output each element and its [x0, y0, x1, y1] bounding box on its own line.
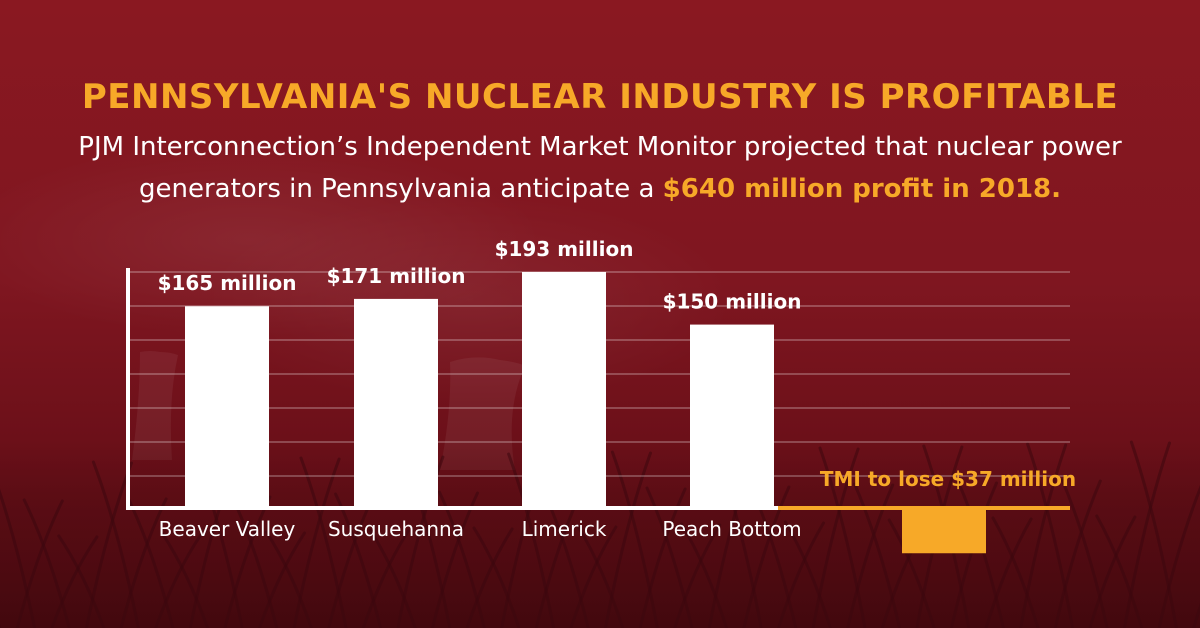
- corn-leaf: [368, 528, 417, 628]
- bar: [354, 298, 438, 508]
- corn-leaf: [264, 530, 313, 628]
- corn-leaf: [15, 499, 64, 628]
- corn-leaf: [1192, 602, 1200, 628]
- bar: [690, 324, 774, 508]
- subtitle-highlight: $640 million profit in 2018.: [662, 174, 1062, 204]
- corn-leaf: [1157, 485, 1200, 628]
- corn-leaf: [50, 535, 99, 628]
- corn-leaf: [1095, 514, 1144, 628]
- bar: [185, 306, 269, 508]
- corn-leaf: [1088, 515, 1137, 628]
- corn-leaf: [783, 520, 832, 628]
- corn-leaf: [576, 524, 625, 628]
- value-label: $150 million: [663, 290, 802, 314]
- corn-leaf: [853, 482, 902, 628]
- corn-leaf: [22, 498, 71, 628]
- corn-leaf: [1026, 442, 1075, 628]
- bar: [522, 272, 606, 508]
- corn-leaf: [991, 516, 1040, 628]
- corn-leaf: [1123, 441, 1171, 628]
- corn-leaf: [361, 529, 410, 628]
- corn-leaf: [472, 526, 521, 628]
- corn-leaf: [1053, 479, 1102, 628]
- corn-leaf: [569, 525, 618, 628]
- corn-leaf: [465, 527, 514, 628]
- page-title: PENNSYLVANIA'S NUCLEAR INDUSTRY IS PROFI…: [81, 77, 1119, 117]
- subtitle-text: PJM Interconnection’s Independent Market…: [78, 132, 1122, 204]
- corn-leaf: [604, 451, 652, 628]
- corn-leaf: [818, 446, 867, 628]
- category-label: Limerick: [522, 517, 607, 541]
- corn-leaf: [610, 450, 659, 628]
- corn-leaf: [154, 533, 203, 628]
- corn-leaf: [1129, 440, 1178, 628]
- corn-leaf: [57, 534, 106, 628]
- negative-value-label: TMI to lose $37 million: [820, 467, 1076, 491]
- corn-leaf: [258, 531, 306, 628]
- corn-leaf: [673, 523, 722, 628]
- page-subtitle: PJM Interconnection’s Independent Market…: [60, 126, 1140, 210]
- bar-negative: [902, 508, 986, 554]
- category-label: Susquehanna: [328, 517, 464, 541]
- corn-leaf: [811, 447, 860, 628]
- corn-leaf: [846, 483, 895, 628]
- value-label: $193 million: [495, 237, 634, 261]
- value-label: $171 million: [327, 264, 466, 288]
- category-label: Peach Bottom: [662, 517, 801, 541]
- category-label: Beaver Valley: [159, 517, 296, 541]
- corn-leaf: [742, 485, 791, 628]
- corn-leaf: [1019, 443, 1068, 628]
- corn-leaf: [0, 488, 37, 628]
- corn-leaf: [431, 491, 479, 628]
- corn-leaf: [85, 461, 133, 628]
- corn-leaf: [887, 518, 936, 628]
- corn-leaf: [1060, 478, 1109, 628]
- corn-leaf: [119, 497, 168, 628]
- value-label: $165 million: [158, 271, 297, 295]
- corn-leaf: [91, 460, 140, 628]
- corn-leaf: [437, 490, 486, 628]
- corn-leaf: [292, 457, 341, 628]
- corn-leaf: [645, 486, 694, 628]
- corn-leaf: [638, 487, 687, 628]
- corn-leaf: [299, 456, 348, 628]
- corn-leaf: [680, 522, 729, 628]
- corn-leaf: [507, 452, 556, 628]
- corn-leaf: [161, 532, 210, 628]
- corn-leaf: [777, 521, 825, 628]
- corn-leaf: [984, 517, 1033, 628]
